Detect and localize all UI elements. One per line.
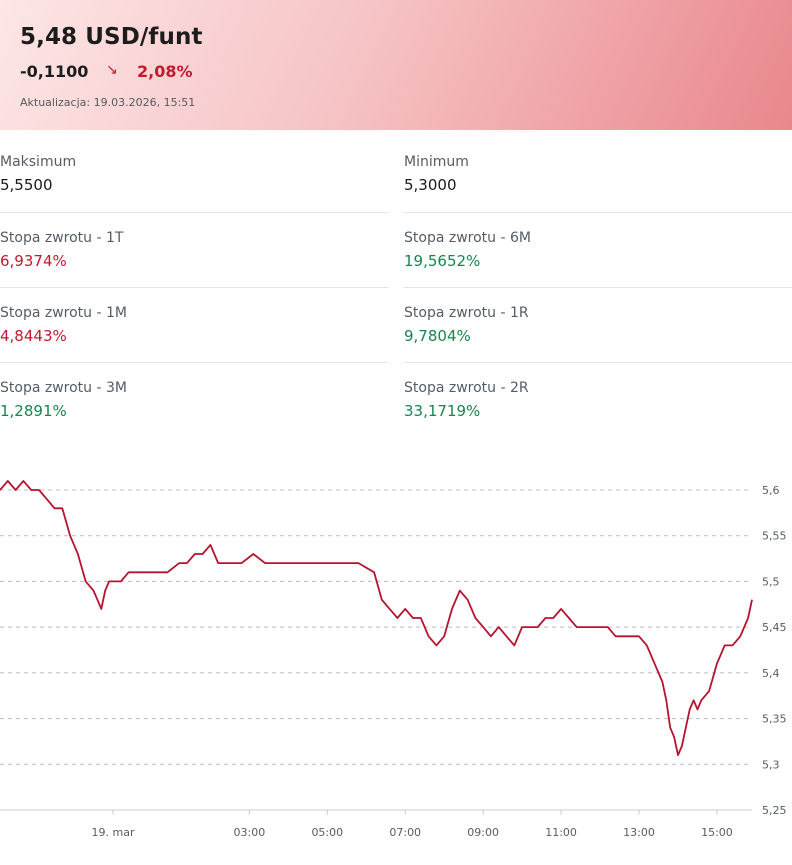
stat-return-2r: Stopa zwrotu - 2R 33,1719% (404, 380, 529, 420)
divider (404, 362, 792, 363)
x-tick-label: 19. mar (92, 826, 135, 839)
y-tick-label: 5,25 (762, 804, 787, 817)
y-tick-label: 5,45 (762, 621, 787, 634)
x-tick-label: 13:00 (623, 826, 655, 839)
x-tick-label: 15:00 (701, 826, 733, 839)
stat-value: 4,8443% (0, 327, 67, 345)
divider (404, 212, 792, 213)
stat-label: Stopa zwrotu - 1M (0, 305, 127, 321)
price-change-absolute: -0,1100 (20, 62, 89, 81)
y-tick-label: 5,3 (762, 758, 780, 771)
stat-label: Maksimum (0, 154, 77, 170)
stat-return-1r: Stopa zwrotu - 1R 9,7804% (404, 305, 529, 345)
stat-return-3m: Stopa zwrotu - 3M 1,2891% (0, 380, 127, 420)
stat-return-1m: Stopa zwrotu - 1M 4,8443% (0, 305, 127, 345)
stat-return-6m: Stopa zwrotu - 6M 19,5652% (404, 230, 531, 270)
stat-value: 33,1719% (404, 402, 481, 420)
x-tick-label: 03:00 (234, 826, 266, 839)
y-tick-label: 5,35 (762, 713, 787, 726)
stat-value: 5,3000 (404, 176, 457, 194)
price-change-percent: 2,08% (137, 62, 193, 81)
trend-down-icon: ↘ (106, 62, 118, 78)
y-tick-label: 5,5 (762, 575, 780, 588)
stat-label: Stopa zwrotu - 1T (0, 230, 124, 246)
stat-value: 19,5652% (404, 252, 481, 270)
divider (0, 287, 388, 288)
stat-label: Minimum (404, 154, 469, 170)
stat-label: Stopa zwrotu - 2R (404, 380, 529, 396)
stat-value: 1,2891% (0, 402, 67, 420)
divider (404, 287, 792, 288)
stat-minimum: Minimum 5,3000 (404, 154, 469, 194)
last-update-timestamp: Aktualizacja: 19.03.2026, 15:51 (20, 96, 196, 109)
stat-label: Stopa zwrotu - 3M (0, 380, 127, 396)
divider (0, 212, 388, 213)
stat-return-1t: Stopa zwrotu - 1T 6,9374% (0, 230, 123, 270)
instrument-price: 5,48 USD/funt (20, 24, 203, 50)
stat-value: 9,7804% (404, 327, 471, 345)
stat-label: Stopa zwrotu - 6M (404, 230, 531, 246)
price-line (0, 480, 753, 756)
stat-label: Stopa zwrotu - 1R (404, 305, 529, 321)
y-tick-label: 5,6 (762, 484, 780, 497)
divider (0, 362, 388, 363)
price-header: 5,48 USD/funt -0,1100 ↘ 2,08% Aktualizac… (0, 0, 792, 130)
y-tick-label: 5,55 (762, 530, 787, 543)
stat-value: 5,5500 (0, 176, 53, 194)
x-tick-label: 05:00 (311, 826, 343, 839)
y-tick-label: 5,4 (762, 667, 780, 680)
stat-maximum: Maksimum 5,5500 (0, 154, 76, 194)
x-tick-label: 09:00 (467, 826, 499, 839)
stat-value: 6,9374% (0, 252, 67, 270)
x-tick-label: 07:00 (389, 826, 421, 839)
x-tick-label: 11:00 (545, 826, 577, 839)
price-chart[interactable]: 5,6 5,55 5,5 5,45 5,4 5,35 5,3 5,25 19. mar 03:00… (0, 470, 792, 865)
